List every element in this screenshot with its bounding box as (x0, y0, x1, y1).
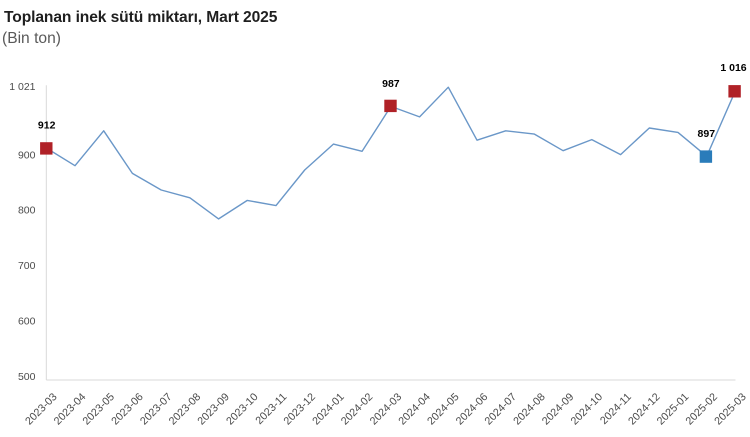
svg-text:897: 897 (698, 128, 716, 140)
svg-text:1 016: 1 016 (720, 62, 746, 74)
svg-text:912: 912 (38, 120, 56, 132)
svg-text:700: 700 (18, 260, 36, 272)
svg-text:900: 900 (18, 150, 36, 162)
svg-text:Toplanan inek sütü miktarı, Ma: Toplanan inek sütü miktarı, Mart 2025 (4, 9, 278, 26)
svg-text:987: 987 (382, 78, 400, 90)
svg-text:(Bin ton): (Bin ton) (2, 30, 61, 47)
svg-text:500: 500 (18, 371, 36, 383)
svg-text:1 021: 1 021 (9, 81, 35, 93)
svg-text:800: 800 (18, 205, 36, 217)
svg-text:600: 600 (18, 316, 36, 328)
